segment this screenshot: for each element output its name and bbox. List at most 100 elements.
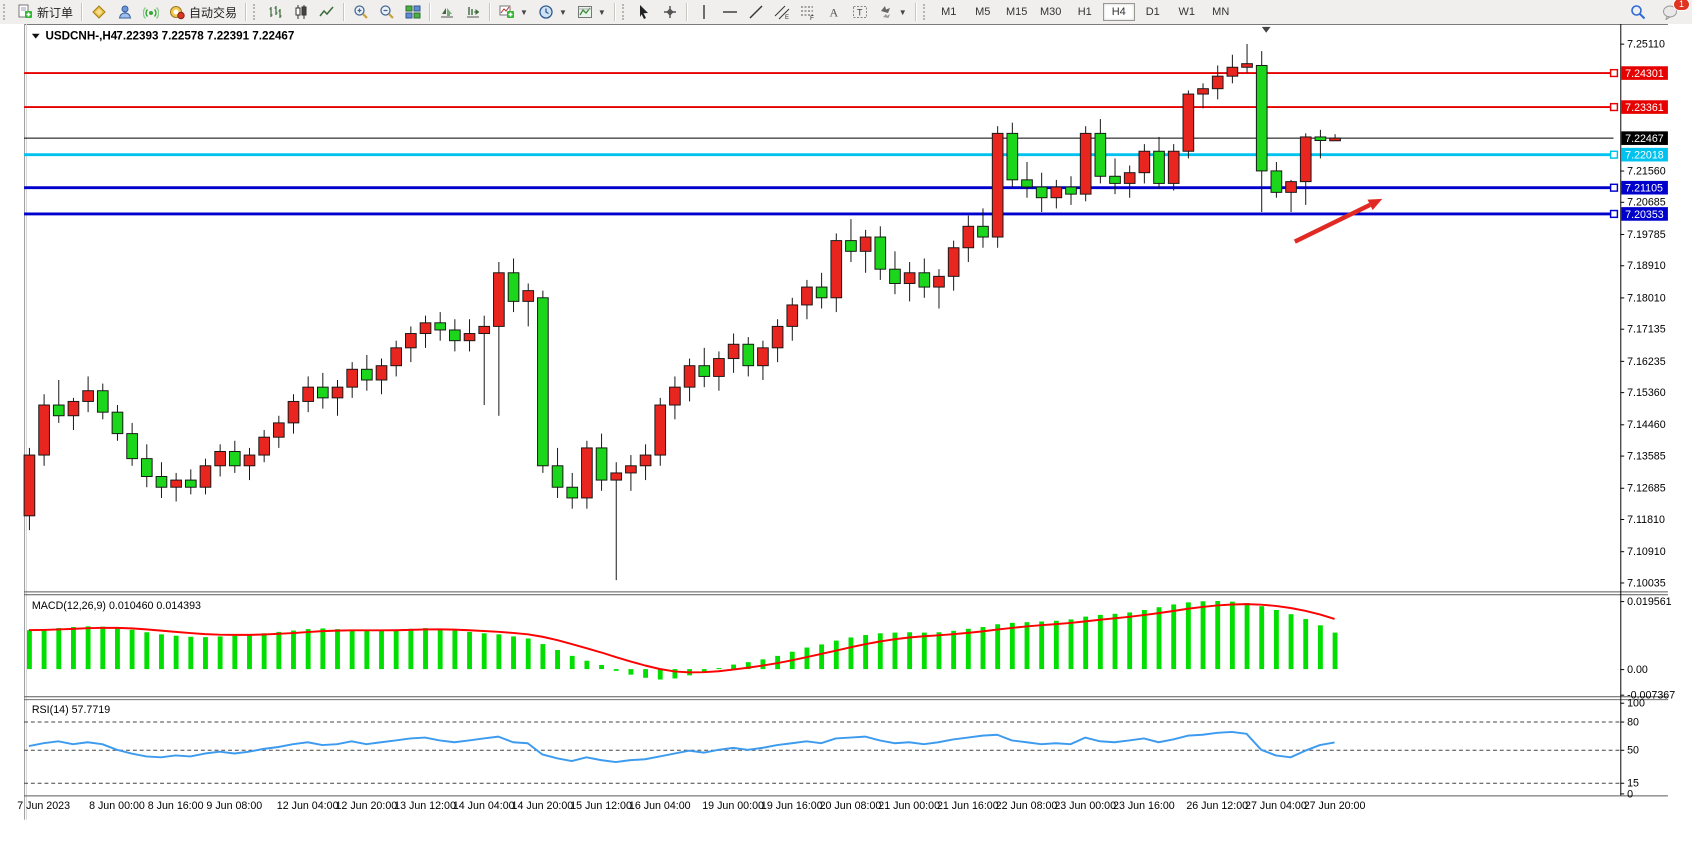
candle-body-bull: [199, 465, 212, 488]
price-line-anchor[interactable]: [1609, 102, 1619, 112]
macd-histogram-bar: [1200, 601, 1206, 670]
price-line-anchor[interactable]: [1609, 183, 1619, 192]
macd-histogram-bar: [115, 628, 120, 670]
candle-body-bull: [786, 304, 799, 327]
macd-histogram-bar: [525, 638, 531, 670]
zoom-in-button[interactable]: [348, 2, 374, 23]
timeframe-button-m5[interactable]: M5: [975, 6, 991, 18]
candle-body-bear: [228, 450, 241, 467]
time-axis-label: 21 Jun 00:00: [878, 800, 940, 812]
candle-body-bull: [463, 333, 476, 342]
price-tick-label: 7.18910: [1627, 260, 1666, 272]
price-badge: [1621, 131, 1668, 145]
macd-histogram-bar: [1156, 607, 1162, 670]
timeframe-button-m30[interactable]: M30: [1040, 6, 1062, 18]
macd-histogram-bar: [393, 629, 399, 670]
candle-body-bear: [1255, 64, 1268, 172]
trend-arrow-annotation[interactable]: [1293, 198, 1383, 244]
templates-button[interactable]: ▼: [572, 2, 611, 23]
macd-histogram-bar: [232, 635, 238, 670]
autotrading-button[interactable]: 自动交易: [164, 2, 242, 23]
arrow-objects-icon: [878, 4, 894, 20]
timeframe-button-h4[interactable]: H4: [1102, 3, 1135, 21]
chart-header: USDCNH-,H4 7.22393 7.22578 7.22391 7.2246…: [31, 30, 294, 716]
price-line-anchor[interactable]: [1609, 150, 1619, 159]
price-line-anchor[interactable]: [1609, 68, 1619, 78]
timeframe-button-m15[interactable]: M15: [1006, 6, 1028, 18]
new-order-button[interactable]: 新订单: [12, 2, 78, 23]
gold-diamond-icon: [91, 4, 107, 20]
candle-body-bear: [1270, 170, 1283, 193]
candle-body-bull: [713, 358, 725, 377]
chart-shift-icon: [465, 4, 481, 20]
candle-body-bear: [184, 479, 197, 488]
candle-body-bear: [595, 447, 608, 481]
channel-tool-button[interactable]: E: [769, 2, 795, 23]
chart-shift-marker[interactable]: [1261, 26, 1271, 33]
candle-body-bull: [405, 333, 417, 349]
time-axis-label: 19 Jun 16:00: [761, 800, 823, 812]
crosshair-tool-button[interactable]: [657, 2, 683, 23]
macd-histogram-bar: [980, 627, 986, 670]
indicators-button[interactable]: ▼: [494, 2, 533, 23]
price-tick-label: 7.12685: [1627, 483, 1666, 495]
community-profile-button[interactable]: [112, 2, 138, 23]
auto-scroll-button[interactable]: [434, 2, 460, 23]
vertical-line-tool-button[interactable]: [691, 2, 717, 23]
toolbar-drag-handle[interactable]: [3, 4, 9, 20]
macd-histogram-bar: [731, 664, 737, 670]
macd-histogram-bar: [1009, 622, 1015, 670]
candle-body-bull: [346, 368, 359, 388]
macd-histogram-bar: [41, 629, 47, 670]
price-tick-label: 7.13585: [1627, 450, 1666, 462]
toolbar-drag-handle[interactable]: [253, 4, 259, 20]
label-tool-button[interactable]: T: [847, 2, 873, 23]
candle-body-bull: [669, 386, 681, 406]
one-click-trading-toggle[interactable]: [31, 33, 40, 39]
horizontal-line-icon: [722, 4, 738, 20]
timeframe-button-m1[interactable]: M1: [941, 6, 957, 18]
candle-body-bull: [1226, 66, 1239, 77]
line-chart-mode-button[interactable]: [314, 2, 340, 23]
arrows-tool-button[interactable]: ▼: [873, 2, 912, 23]
candlestick-mode-button[interactable]: [288, 2, 314, 23]
macd-histogram-bar: [716, 668, 722, 670]
candle-body-bear: [1094, 132, 1107, 177]
indicators-icon: [499, 4, 515, 20]
macd-histogram-bar: [408, 628, 414, 670]
periods-button[interactable]: ▼: [533, 2, 572, 23]
macd-histogram-bar: [613, 669, 619, 671]
trendline-tool-button[interactable]: [743, 2, 769, 23]
price-chart[interactable]: 7.24301 7.23361 7.22467 7.22018 7.21105 7.203…: [0, 24, 1692, 843]
candle-body-bull: [1167, 150, 1180, 184]
chart-shift-button[interactable]: [460, 2, 486, 23]
macd-histogram-bar: [1317, 625, 1323, 670]
candle-body-bull: [419, 322, 432, 335]
bar-chart-mode-button[interactable]: [262, 2, 288, 23]
horizontal-line-tool-button[interactable]: [717, 2, 743, 23]
zoom-out-button[interactable]: [374, 2, 400, 23]
candle-body-bull: [991, 132, 1004, 238]
timeframe-button-d1[interactable]: D1: [1145, 6, 1160, 18]
favorites-button[interactable]: [86, 2, 112, 23]
macd-histogram-bar: [921, 632, 927, 670]
tile-windows-button[interactable]: [400, 2, 426, 23]
candle-body-bull: [654, 404, 667, 456]
chat-button[interactable]: [1657, 2, 1684, 23]
cursor-tool-button[interactable]: [631, 2, 657, 23]
signals-button[interactable]: [138, 2, 164, 23]
macd-histogram-bar: [1244, 603, 1250, 670]
price-badge-label: 7.24301: [1625, 68, 1664, 80]
rsi-axis-label: 100: [1627, 698, 1645, 710]
toolbar-drag-handle[interactable]: [621, 4, 628, 20]
time-axis-label: 27 Jun 04:00: [1245, 800, 1307, 812]
search-button[interactable]: [1625, 2, 1651, 23]
fibonacci-tool-button[interactable]: F: [795, 2, 821, 23]
price-line-anchor[interactable]: [1609, 209, 1619, 219]
toolbar-drag-handle[interactable]: [922, 4, 929, 20]
timeframe-button-w1[interactable]: W1: [1178, 6, 1195, 18]
timeframe-button-h1[interactable]: H1: [1077, 6, 1092, 18]
timeframe-button-mn[interactable]: MN: [1212, 6, 1230, 18]
text-tool-button[interactable]: A: [821, 2, 847, 23]
candle-body-bull: [1123, 172, 1136, 184]
